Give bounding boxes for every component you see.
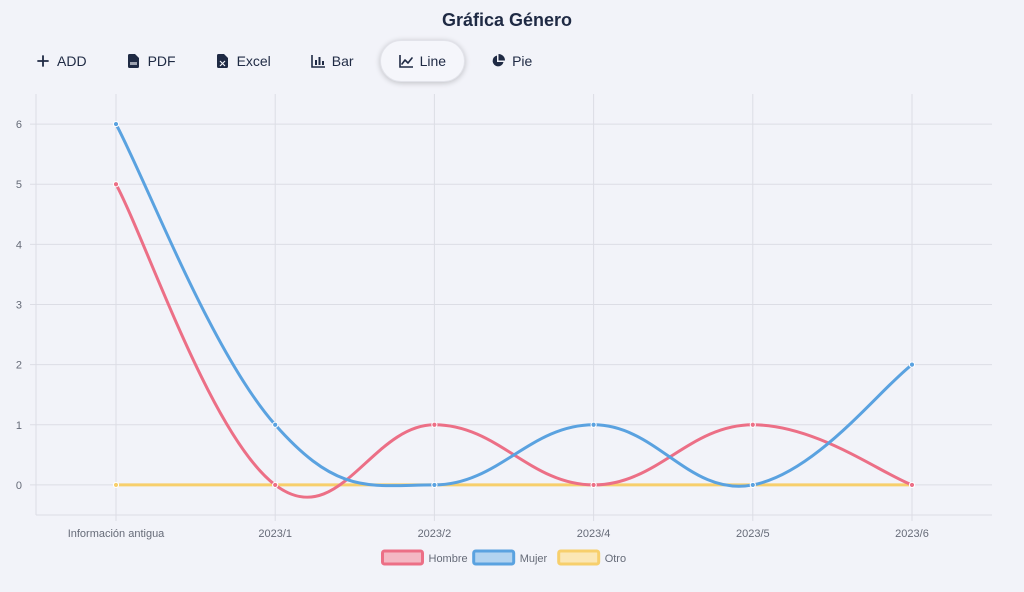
bar-chart-icon (310, 54, 325, 68)
series-line-hombre (114, 182, 914, 499)
legend-label-otro: Otro (605, 553, 626, 565)
bar-button-label: Bar (331, 53, 354, 69)
pdf-button-label: PDF (147, 53, 176, 69)
data-point-mujer (908, 361, 916, 368)
data-point-mujer (112, 120, 120, 128)
excel-button[interactable]: Excel (202, 40, 285, 82)
y-tick-label: 0 (16, 480, 22, 492)
add-button[interactable]: ADD (22, 40, 101, 82)
legend-item-hombre[interactable]: Hombre (381, 549, 468, 566)
y-tick-label: 2 (16, 360, 22, 372)
data-point-hombre (431, 421, 438, 428)
data-point-hombre (112, 181, 120, 188)
data-point-hombre (272, 481, 279, 489)
excel-button-label: Excel (236, 53, 271, 69)
series-line-mujer (114, 122, 914, 488)
file-excel-icon (216, 54, 230, 68)
legend-swatch-hombre (381, 549, 424, 566)
legend-label-hombre: Hombre (429, 553, 468, 565)
x-tick-labels: Información antigua 2023/1 2023/2 2023/4 202… (68, 528, 929, 540)
line-button-label: Line (419, 53, 447, 69)
pie-button-label: Pie (512, 53, 533, 69)
data-point-otro (112, 481, 120, 489)
pdf-button[interactable]: PDF (113, 40, 190, 82)
data-point-mujer (590, 421, 597, 428)
legend: Hombre Mujer Otro (381, 549, 626, 566)
toolbar: ADD PDF Excel Bar Line (22, 40, 558, 82)
legend-label-mujer: Mujer (520, 553, 548, 565)
bar-button[interactable]: Bar (297, 40, 368, 82)
series-otro (112, 481, 916, 489)
y-tick-labels: 0 1 2 3 4 5 6 (16, 119, 22, 492)
legend-item-mujer[interactable]: Mujer (472, 549, 548, 566)
x-tick-label: Información antigua (68, 528, 165, 540)
data-point-hombre (749, 421, 756, 428)
pie-chart-icon (491, 54, 506, 68)
series-mujer (112, 120, 916, 489)
line-chart-icon (398, 54, 413, 68)
add-button-label: ADD (57, 53, 87, 69)
x-tick-label: 2023/5 (736, 528, 770, 540)
file-pdf-icon (127, 54, 141, 68)
legend-swatch-otro (557, 549, 601, 566)
y-tick-label: 3 (16, 300, 22, 312)
series-hombre (112, 181, 916, 499)
data-point-hombre (590, 481, 597, 489)
y-tick-label: 6 (16, 119, 22, 131)
y-tick-label: 5 (16, 179, 22, 191)
line-button[interactable]: Line (379, 40, 466, 82)
y-tick-label: 1 (16, 420, 22, 432)
x-tick-label: 2023/2 (418, 528, 452, 540)
plus-icon (36, 54, 50, 68)
data-point-mujer (431, 481, 438, 489)
data-point-mujer (749, 481, 756, 489)
data-point-hombre (908, 481, 916, 489)
pie-button[interactable]: Pie (477, 40, 546, 82)
x-tick-label: 2023/4 (577, 528, 611, 540)
legend-item-otro[interactable]: Otro (557, 549, 626, 566)
x-tick-label: 2023/6 (895, 528, 929, 540)
legend-swatch-mujer (472, 549, 516, 566)
chart-title: Gráfica Género (441, 10, 573, 30)
y-tick-label: 4 (16, 239, 22, 251)
data-point-mujer (272, 421, 279, 428)
x-tick-label: 2023/1 (258, 528, 292, 540)
